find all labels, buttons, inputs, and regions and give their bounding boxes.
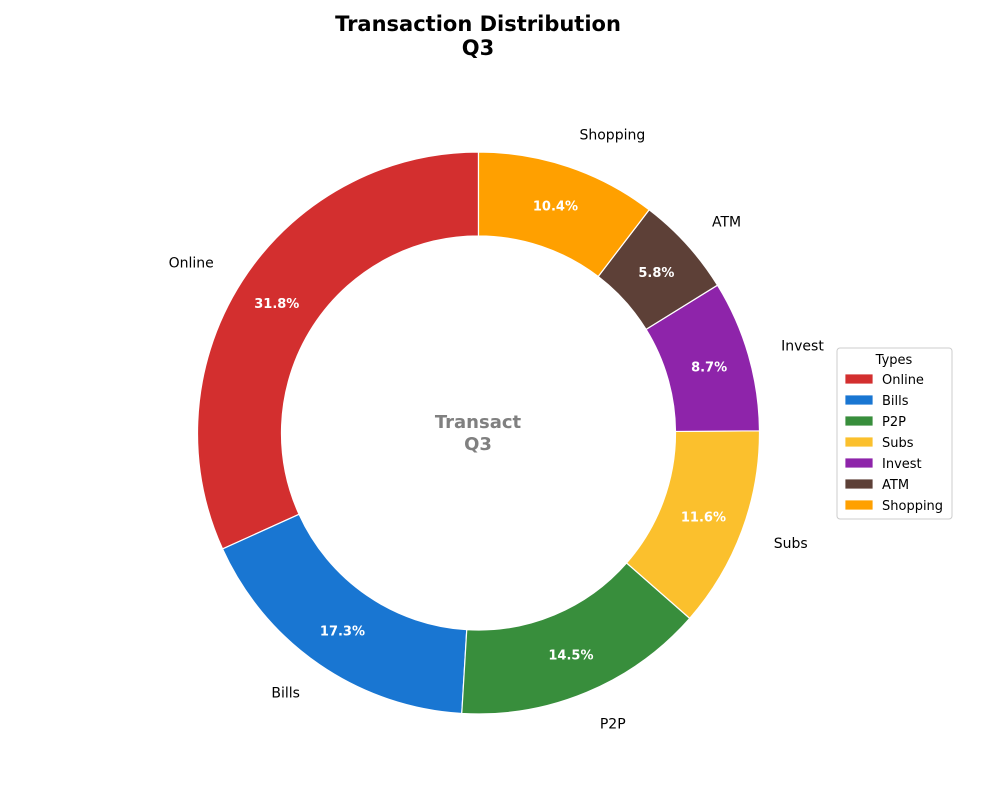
category-label-subs: Subs xyxy=(774,536,808,552)
percent-label-subs: 11.6% xyxy=(681,511,726,526)
category-label-online: Online xyxy=(169,255,214,271)
chart-title-line1: Transaction Distribution xyxy=(335,12,621,36)
category-label-invest: Invest xyxy=(781,339,824,355)
center-label-line2: Q3 xyxy=(464,434,492,455)
category-label-p2p: P2P xyxy=(600,717,626,733)
legend-frame xyxy=(836,347,953,520)
percent-label-invest: 8.7% xyxy=(691,360,727,375)
percent-label-shopping: 10.4% xyxy=(533,200,578,215)
legend-swatch-bills xyxy=(844,394,874,406)
legend-swatch-subs xyxy=(844,436,874,448)
legend-swatch-atm xyxy=(844,478,874,490)
legend-label-p2p: P2P xyxy=(882,415,906,430)
center-label-line1: Transact xyxy=(435,412,522,433)
legend-title: Types xyxy=(875,353,913,368)
percent-label-p2p: 14.5% xyxy=(548,648,593,663)
legend-swatch-invest xyxy=(844,457,874,469)
percentage-labels: 31.8% 17.3% 14.5% 11.6% 8.7% 5.8% 10.4% xyxy=(254,200,727,664)
chart-legend: Types Online Bills P2P Subs Invest ATM Shoppin… xyxy=(836,347,953,520)
chart-title-line2: Q3 xyxy=(462,36,494,60)
percent-label-atm: 5.8% xyxy=(638,266,674,281)
legend-label-subs: Subs xyxy=(882,436,914,451)
legend-label-atm: ATM xyxy=(882,478,909,493)
percent-label-bills: 17.3% xyxy=(320,625,365,640)
legend-swatch-p2p xyxy=(844,415,874,427)
category-label-bills: Bills xyxy=(271,686,300,702)
category-label-atm: ATM xyxy=(712,215,741,231)
legend-swatch-online xyxy=(844,373,874,385)
legend-label-online: Online xyxy=(882,373,924,388)
slice-shopping xyxy=(477,151,651,278)
category-labels: Online Bills P2P Subs Invest ATM Shopping xyxy=(169,128,825,733)
donut-slices xyxy=(196,151,761,715)
category-label-shopping: Shopping xyxy=(579,128,645,144)
legend-label-invest: Invest xyxy=(882,457,922,472)
legend-label-bills: Bills xyxy=(882,394,909,409)
legend-items: Online Bills P2P Subs Invest ATM Shopping xyxy=(844,373,943,514)
legend-swatch-shopping xyxy=(844,499,874,511)
legend-label-shopping: Shopping xyxy=(882,499,943,514)
percent-label-online: 31.8% xyxy=(254,297,299,312)
slice-online xyxy=(196,151,480,550)
